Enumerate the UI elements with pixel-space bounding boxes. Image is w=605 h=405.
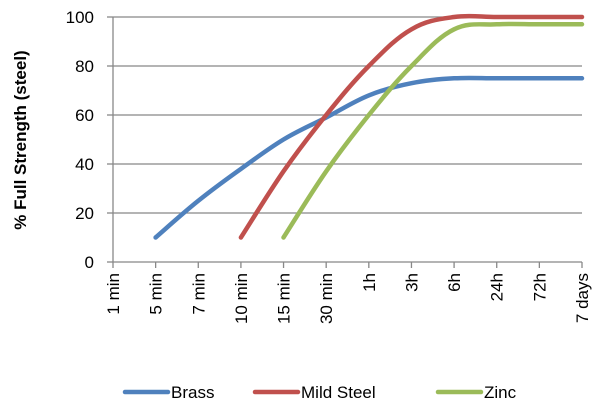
x-tick-label-10: 72h <box>530 273 549 301</box>
x-tick-label-3: 10 min <box>232 273 251 324</box>
y-axis-label: % Full Strength (steel) <box>11 50 30 229</box>
y-tick-label-20: 20 <box>75 204 94 223</box>
x-tick-label-1: 5 min <box>147 273 166 315</box>
legend-label-mild-steel: Mild Steel <box>301 383 376 402</box>
x-tick-labels: 1 min 5 min 7 min 10 min 15 min 30 min 1h 3h 6h 2… <box>104 273 592 324</box>
y-tick-label-80: 80 <box>75 57 94 76</box>
x-tick-label-0: 1 min <box>104 273 123 315</box>
x-tick-label-6: 1h <box>360 273 379 292</box>
x-tick-label-4: 15 min <box>275 273 294 324</box>
series-line-zinc <box>281 21 585 240</box>
gridlines <box>113 16 582 214</box>
x-tick-label-8: 6h <box>445 273 464 292</box>
series-line-mild-steel <box>238 13 585 240</box>
legend-label-brass: Brass <box>171 383 214 402</box>
x-tick-label-7: 3h <box>402 273 421 292</box>
series-line-brass <box>153 75 585 240</box>
x-tick-label-5: 30 min <box>317 273 336 324</box>
legend: Brass Mild Steel Zinc <box>122 383 517 402</box>
x-tick-label-2: 7 min <box>189 273 208 315</box>
y-tick-label-0: 0 <box>85 253 94 272</box>
legend-label-zinc: Zinc <box>484 383 517 402</box>
y-tick-label-40: 40 <box>75 155 94 174</box>
y-tick-label-100: 100 <box>66 8 94 27</box>
series-lines <box>153 13 585 240</box>
axes <box>107 16 583 268</box>
x-tick-label-9: 24h <box>488 273 507 301</box>
x-tick-label-11: 7 days <box>573 273 592 323</box>
y-tick-labels: 0 20 40 60 80 100 <box>66 8 94 272</box>
y-tick-label-60: 60 <box>75 106 94 125</box>
